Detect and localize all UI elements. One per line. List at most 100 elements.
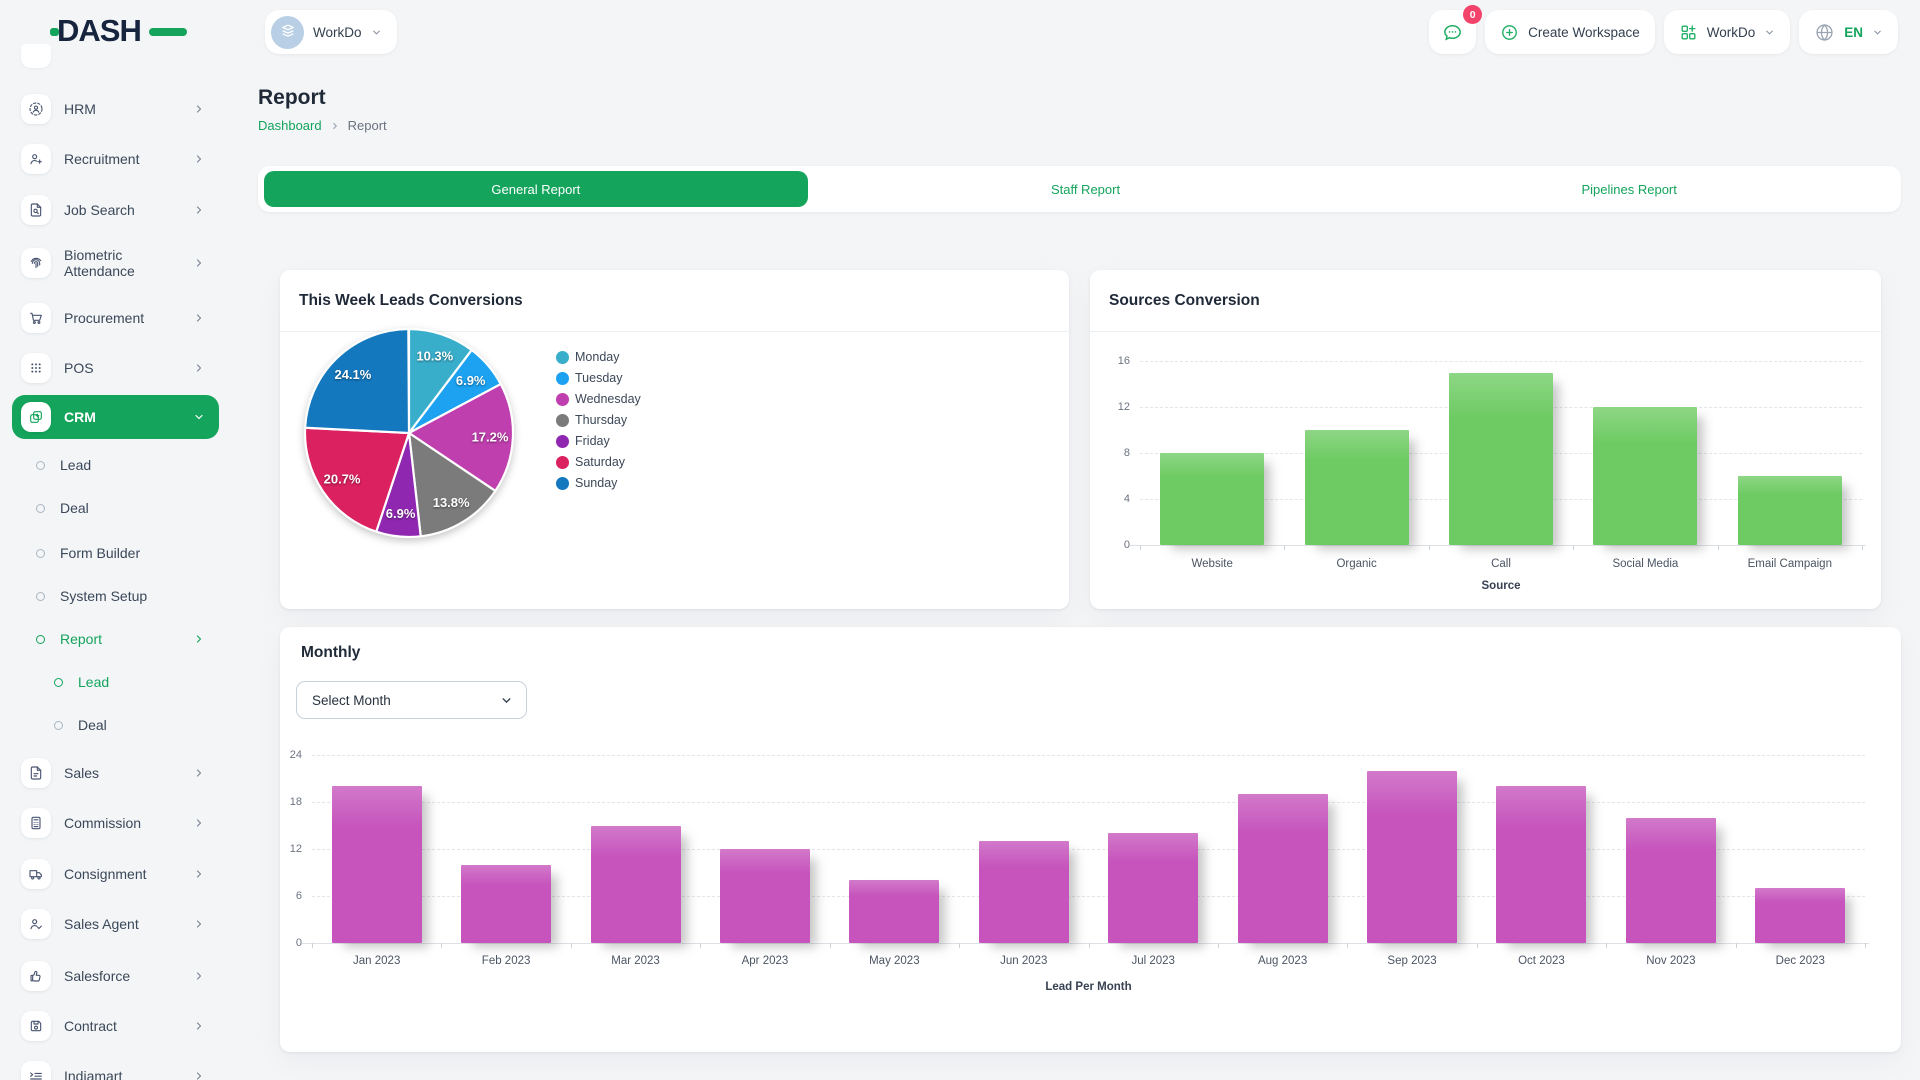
y-tick-label-6: 6 [295, 890, 302, 902]
chevron-right-icon [330, 121, 340, 131]
sidebar-item-salesforce[interactable]: Salesforce [0, 952, 240, 1000]
chevron-right-icon [196, 206, 202, 214]
sidebar-item-recruitment[interactable]: Recruitment [0, 135, 240, 183]
y-tick-label-8: 8 [1123, 447, 1130, 459]
sidebar-item-label: Job Search [64, 201, 135, 218]
sidebar-item-contract[interactable]: Contract [0, 1002, 240, 1050]
sidebar-item-label: Sales Agent [64, 915, 139, 932]
sidebar-item-label: Recruitment [64, 150, 140, 167]
company-menu[interactable]: WorkDo [1663, 10, 1791, 54]
bar-may-2023 [849, 880, 940, 943]
tab-pipelines-report[interactable]: Pipelines Report [1581, 181, 1677, 197]
x-tick-label-jul-2023: Jul 2023 [1131, 955, 1175, 967]
sidebar-subitem-form-builder[interactable]: Form Builder [0, 529, 240, 577]
sidebar-item-job-search[interactable]: Job Search [0, 186, 240, 234]
legend-item-sunday[interactable]: Sunday [556, 476, 617, 490]
sidebar-subitem-report[interactable]: Report [0, 615, 240, 663]
sidebar-subitem-deal[interactable]: Deal [0, 484, 240, 532]
sidebar-item-sales-agent[interactable]: Sales Agent [0, 900, 240, 948]
sidebar-subsubitem-lead[interactable]: Lead [0, 658, 240, 706]
sidebar-item-biometric-attendance[interactable]: Biometric Attendance [0, 239, 240, 287]
pos-icon [31, 363, 41, 373]
y-tick-label-12: 12 [289, 843, 302, 855]
indiamart-icon [30, 1072, 42, 1080]
commission-icon [31, 816, 41, 830]
sidebar-item-label: Salesforce [64, 967, 131, 984]
legend-label: Friday [575, 434, 610, 448]
breadcrumb-dashboard-link[interactable]: Dashboard [258, 118, 322, 133]
sidebar-item-label: Consignment [64, 865, 147, 882]
sidebar-item-sales[interactable]: Sales [0, 749, 240, 797]
legend-item-tuesday[interactable]: Tuesday [556, 371, 622, 385]
bar-jul-2023 [1108, 833, 1199, 943]
sidebar-subsubitem-deal[interactable]: Deal [0, 701, 240, 749]
tab-staff-report[interactable]: Staff Report [1050, 181, 1121, 197]
pie-slice-saturday [303, 426, 411, 533]
x-axis-line [1130, 545, 1866, 546]
sidebar-item-chevron [193, 312, 205, 324]
sidebar-item-pos[interactable]: POS [0, 344, 240, 392]
chevron-right-icon [196, 819, 202, 827]
sources-conversion-title: Sources Conversion [1109, 291, 1260, 309]
x-axis-tick [1140, 545, 1141, 550]
create-workspace-button[interactable]: Create Workspace [1485, 10, 1655, 54]
x-tick-label-email-campaign: Email Campaign [1747, 558, 1832, 570]
workspace-avatar [271, 15, 304, 49]
tab-general-report[interactable]: General Report [264, 171, 808, 207]
bar-sep-2023 [1367, 770, 1458, 944]
sidebar-item-commission[interactable]: Commission [0, 799, 240, 847]
bullet-icon [36, 548, 45, 558]
sidebar-item-procurement[interactable]: Procurement [0, 294, 240, 342]
month-select[interactable]: Select Month [296, 681, 527, 719]
sidebar-subitem-lead[interactable]: Lead [0, 441, 240, 489]
sidebar-item-chevron [193, 204, 205, 216]
monthly-title: Monthly [301, 644, 361, 661]
app-logo[interactable]: DASH [50, 13, 187, 49]
breadcrumb-current: Report [347, 118, 387, 133]
bullet-icon [36, 634, 45, 644]
sidebar-subitem-system-setup[interactable]: System Setup [0, 572, 240, 620]
legend-item-thursday[interactable]: Thursday [556, 413, 627, 427]
workspace-name: WorkDo [313, 24, 362, 40]
x-tick-label-website: Website [1191, 558, 1233, 570]
x-axis-tick [1735, 943, 1737, 948]
legend-item-monday[interactable]: Monday [556, 350, 619, 364]
language-menu[interactable]: EN [1799, 10, 1898, 54]
x-tick-label-call: Call [1491, 558, 1511, 570]
pie-slice-thursday [407, 431, 497, 538]
legend-item-wednesday[interactable]: Wednesday [556, 392, 641, 406]
sidebar-item-label: POS [64, 359, 94, 376]
pie-chart: 10.3%6.9%17.2%13.8%6.9%20.7%24.1% [303, 327, 515, 539]
contract-icon [21, 1011, 51, 1041]
chevron-right-icon [196, 259, 202, 267]
sidebar-item-crm[interactable]: CRM [12, 395, 219, 439]
pie-slice-label: 24.1% [334, 367, 371, 382]
x-axis-tick [829, 943, 831, 948]
gridline-12 [312, 849, 1865, 850]
pos-icon [21, 353, 51, 383]
chevron-right-icon [196, 1072, 202, 1080]
sidebar-item-chevron [193, 970, 205, 982]
sidebar-item-indiamart[interactable]: Indiamart [0, 1052, 240, 1080]
x-tick-label-nov-2023: Nov 2023 [1646, 955, 1696, 967]
sidebar-item-label: Lead [78, 673, 110, 690]
y-tick-label-16: 16 [1117, 355, 1130, 367]
hrm-icon [21, 94, 51, 124]
x-axis-line [302, 943, 1869, 944]
messages-button[interactable]: 0 [1429, 5, 1483, 54]
pie-slice-label: 6.9% [386, 506, 416, 521]
month-select-value: Select Month [312, 692, 391, 708]
sidebar-item-hrm[interactable]: HRM [0, 85, 240, 133]
gridline-18 [312, 802, 1865, 803]
sidebar-item-consignment[interactable]: Consignment [0, 850, 240, 898]
plus-circle-icon [1502, 24, 1518, 40]
chevron-right-icon [196, 972, 202, 980]
sidebar-item-label: System Setup [60, 587, 148, 604]
sidebar-item-label: Deal [60, 499, 89, 516]
sidebar-item-label: Form Builder [60, 544, 141, 561]
consignment-icon [21, 859, 51, 889]
legend-item-friday[interactable]: Friday [556, 434, 610, 448]
logo-accent-dot [50, 28, 59, 36]
legend-item-saturday[interactable]: Saturday [556, 455, 625, 469]
workspace-switcher[interactable]: WorkDo [265, 10, 397, 54]
